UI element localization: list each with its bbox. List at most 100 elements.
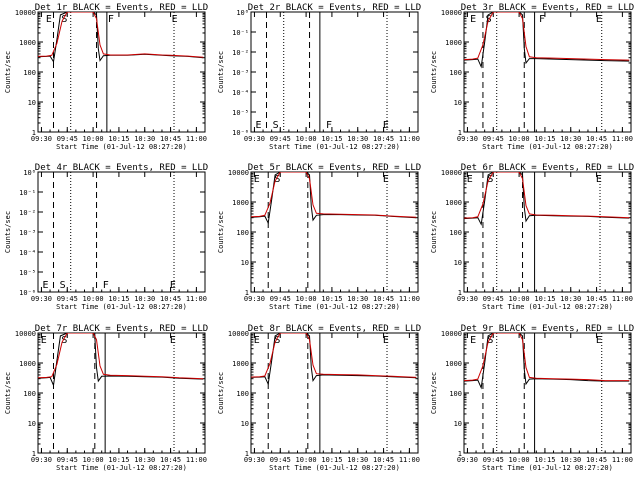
chart-title: Det 9r BLACK = Events, RED = LLD: [461, 324, 634, 334]
x-axis-label: Start Time (01-Jul-12 08:27:20): [269, 464, 400, 472]
x-tick-label: 10:15: [321, 135, 342, 143]
x-tick-label: 11:00: [399, 295, 420, 303]
x-tick-label: 09:45: [270, 456, 291, 464]
y-tick-label: 1000: [19, 360, 36, 368]
x-tick-label: 09:45: [57, 135, 78, 143]
event-marker-e: E: [383, 120, 389, 131]
event-marker-e: E: [42, 280, 48, 291]
y-tick-label: 10⁻¹: [19, 189, 36, 197]
event-marker-s: S: [60, 280, 66, 291]
y-tick-label: 10: [241, 259, 249, 267]
x-tick-label: 11:00: [612, 135, 633, 143]
y-tick-label: 100: [449, 390, 462, 398]
y-tick-label: 1000: [445, 360, 462, 368]
x-axis-label: Start Time (01-Jul-12 08:27:20): [56, 303, 187, 311]
x-tick-label: 10:00: [509, 456, 530, 464]
x-tick-label: 10:45: [160, 135, 181, 143]
series-events-line: [464, 12, 630, 69]
series-events-line: [251, 333, 417, 386]
plot-frame: [463, 11, 632, 133]
y-axis-label: Counts/sec: [4, 372, 12, 414]
event-marker-e: E: [46, 14, 52, 25]
x-tick-label: 10:45: [586, 456, 607, 464]
x-tick-label: 09:45: [483, 456, 504, 464]
event-marker-e: E: [172, 14, 178, 25]
x-tick-label: 10:00: [296, 295, 317, 303]
event-marker-e: E: [470, 335, 476, 346]
x-tick-label: 09:30: [31, 295, 52, 303]
event-marker-s: S: [487, 335, 493, 346]
y-tick-label: 1000: [445, 39, 462, 47]
event-marker-e: E: [596, 335, 602, 346]
event-marker-e: E: [254, 174, 260, 185]
y-tick-label: 10000: [228, 169, 249, 177]
event-marker-e: E: [255, 120, 261, 131]
y-tick-label: 10000: [228, 330, 249, 338]
y-tick-label: 10⁰: [236, 9, 249, 17]
y-tick-label: 10⁰: [23, 169, 36, 177]
chart-panel-2: Det 2r BLACK = Events, RED = LLD Counts/s…: [217, 3, 421, 151]
x-tick-label: 10:15: [321, 456, 342, 464]
series-lld-line: [464, 172, 630, 219]
x-tick-label: 10:15: [108, 135, 129, 143]
y-tick-label: 10⁻¹: [232, 29, 249, 37]
y-tick-label: 10000: [15, 9, 36, 17]
y-axis-label: Counts/sec: [4, 51, 12, 93]
x-tick-label: 09:30: [457, 456, 478, 464]
x-tick-label: 10:15: [534, 135, 555, 143]
y-axis-label: Counts/sec: [430, 51, 438, 93]
chart-panel-1: Det 1r BLACK = Events, RED = LLD Counts/s…: [4, 3, 208, 151]
x-tick-label: 10:30: [134, 135, 155, 143]
y-tick-label: 1: [458, 289, 462, 297]
event-marker-e: E: [596, 174, 602, 185]
y-axis-label: Counts/sec: [430, 372, 438, 414]
event-marker-e: E: [383, 174, 389, 185]
y-tick-label: 1: [245, 289, 249, 297]
chart-panel-9: Det 9r BLACK = Events, RED = LLD Counts/s…: [430, 324, 634, 472]
y-tick-label: 1000: [445, 199, 462, 207]
x-tick-label: 09:30: [457, 135, 478, 143]
x-tick-label: 10:30: [560, 456, 581, 464]
x-tick-label: 09:30: [244, 295, 265, 303]
series-lld-line: [464, 333, 630, 382]
x-tick-label: 10:00: [83, 456, 104, 464]
x-tick-label: 10:15: [321, 295, 342, 303]
y-tick-label: 1000: [232, 199, 249, 207]
y-tick-label: 1: [458, 129, 462, 137]
x-tick-label: 09:30: [244, 456, 265, 464]
x-tick-label: 10:15: [108, 456, 129, 464]
x-tick-label: 10:00: [509, 135, 530, 143]
x-tick-label: 11:00: [612, 456, 633, 464]
x-tick-label: 10:45: [586, 295, 607, 303]
x-tick-label: 10:30: [560, 295, 581, 303]
event-marker-f: F: [103, 280, 109, 291]
x-tick-label: 11:00: [186, 295, 207, 303]
plot-frame: [250, 171, 419, 293]
chart-panel-4: Det 4r BLACK = Events, RED = LLD Counts/s…: [4, 163, 208, 311]
plot-frame: [37, 171, 206, 293]
y-tick-label: 10: [454, 259, 462, 267]
chart-title: Det 7r BLACK = Events, RED = LLD: [35, 324, 208, 334]
plot-frame: [463, 332, 632, 454]
y-tick-label: 10: [454, 99, 462, 107]
event-marker-e: E: [596, 14, 602, 25]
x-axis-label: Start Time (01-Jul-12 08:27:20): [56, 143, 187, 151]
y-tick-label: 1: [245, 450, 249, 458]
chart-panel-6: Det 6r BLACK = Events, RED = LLD Counts/s…: [430, 163, 634, 311]
x-tick-label: 10:15: [108, 295, 129, 303]
y-axis-label: Counts/sec: [217, 51, 225, 93]
x-tick-label: 11:00: [612, 295, 633, 303]
event-marker-f: F: [539, 14, 545, 25]
y-tick-label: 10: [28, 99, 36, 107]
plot-frame: [250, 11, 419, 133]
x-tick-label: 10:45: [373, 456, 394, 464]
x-tick-label: 10:00: [296, 135, 317, 143]
x-tick-label: 11:00: [399, 456, 420, 464]
x-tick-label: 10:30: [347, 456, 368, 464]
chart-title: Det 3r BLACK = Events, RED = LLD: [461, 3, 634, 13]
y-tick-label: 1000: [19, 39, 36, 47]
event-marker-e: E: [470, 14, 476, 25]
event-marker-s: S: [274, 335, 280, 346]
x-axis-label: Start Time (01-Jul-12 08:27:20): [482, 464, 613, 472]
